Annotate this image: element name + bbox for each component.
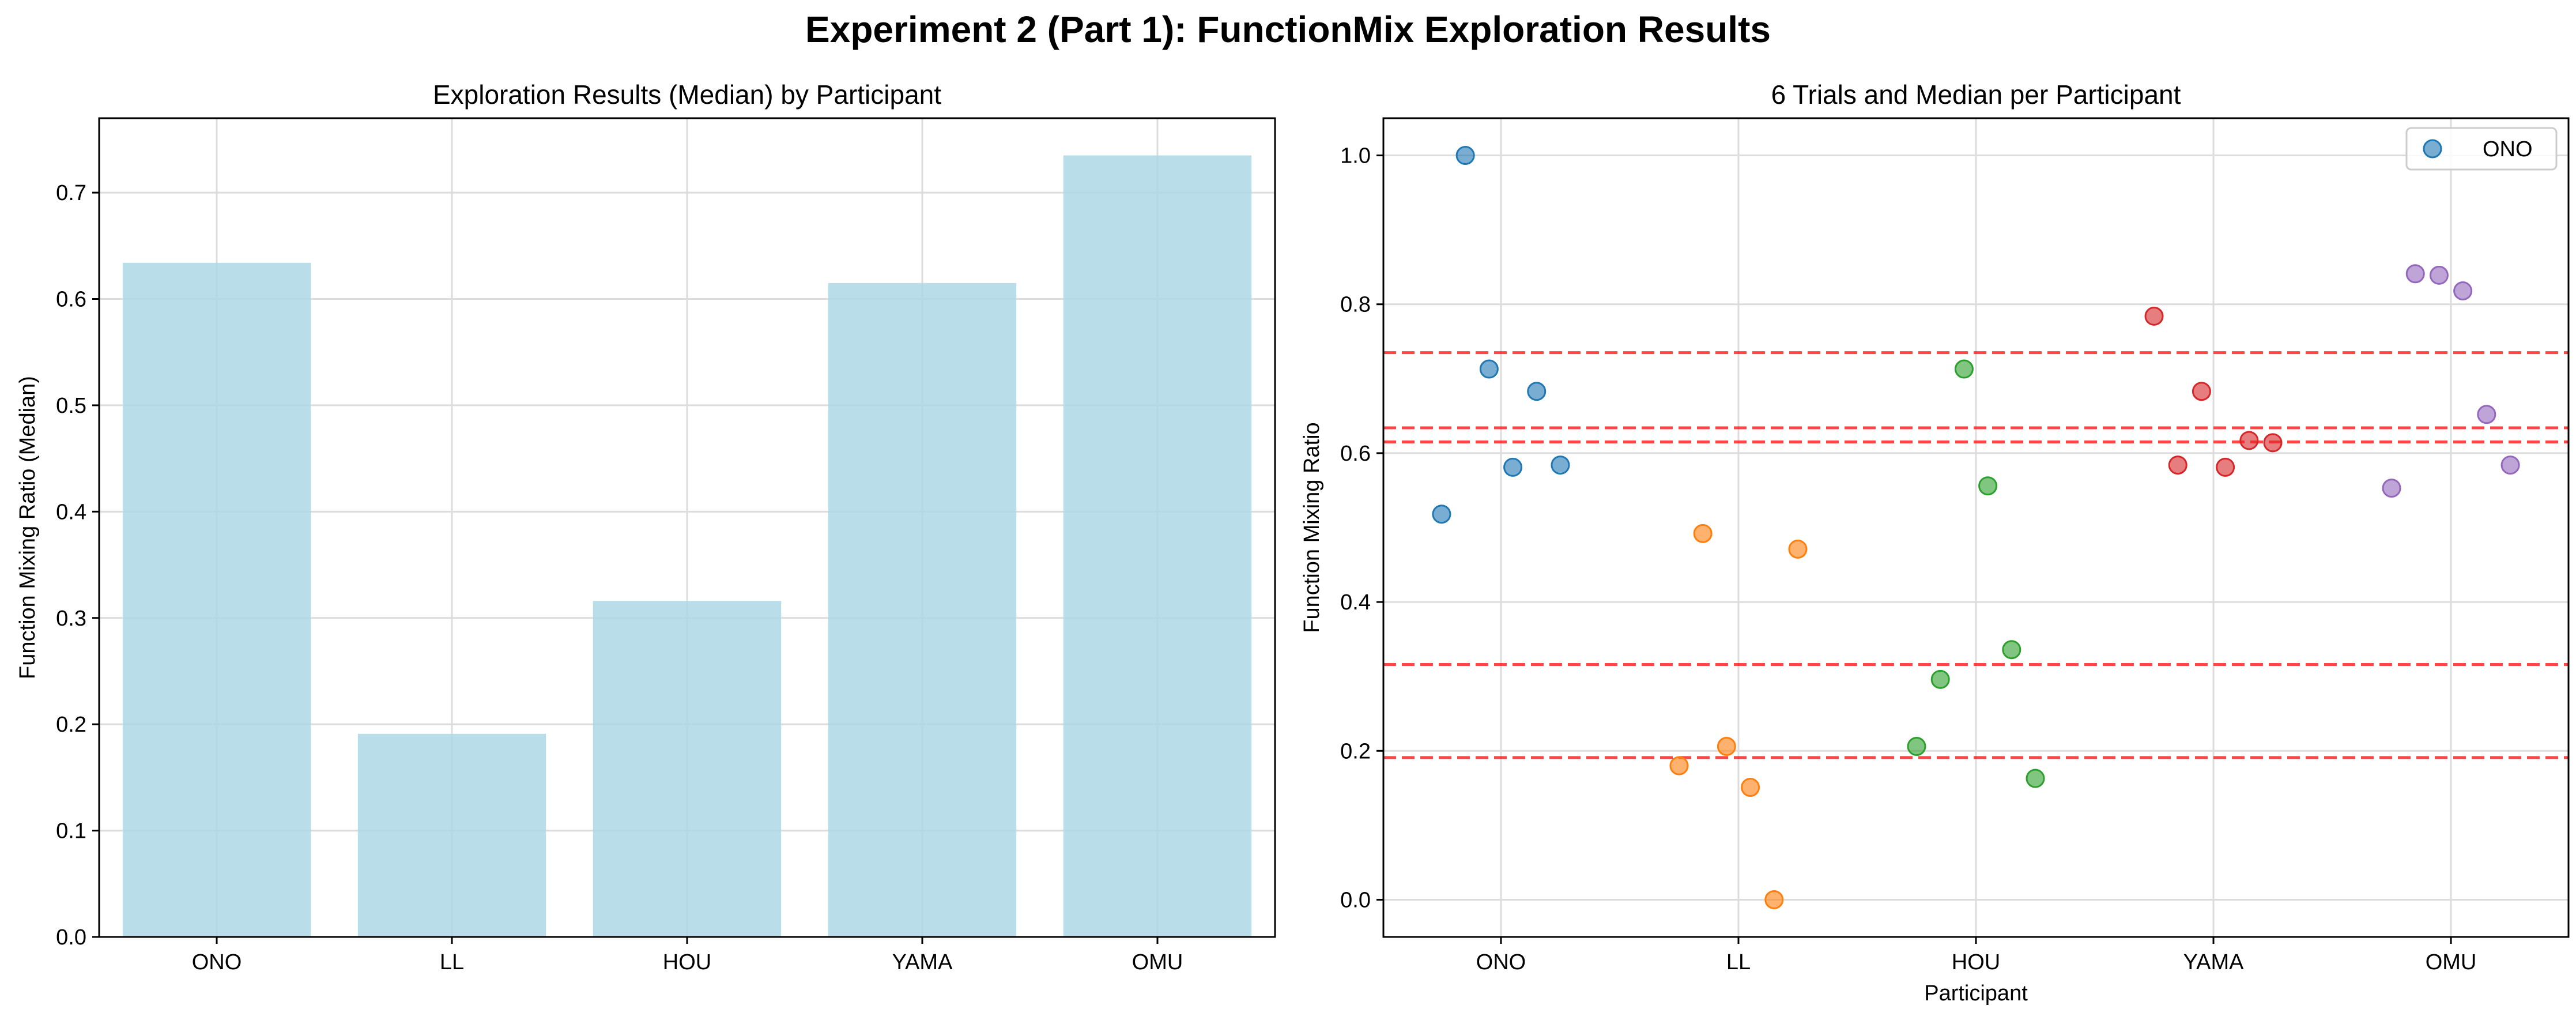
- bar-chart-frame: [98, 117, 1276, 938]
- data-point: [2168, 455, 2187, 475]
- data-point: [1788, 539, 1808, 559]
- bar: [1063, 155, 1252, 938]
- bar: [593, 601, 782, 937]
- data-point: [2405, 264, 2425, 284]
- bar: [357, 733, 546, 937]
- scatter-chart-grid: [1383, 118, 2569, 937]
- data-point: [2192, 382, 2211, 401]
- bar: [828, 283, 1017, 938]
- legend: ONO: [2405, 127, 2558, 171]
- bar-chart-ticks: 0.0 0.1 0.2 0.3 0.4 0.5 0.6 0.7 ONO LL HOU YAMA OMU: [56, 181, 1183, 974]
- data-point: [1954, 359, 1974, 379]
- scatter-chart-ticks: 0.0 0.2 0.4 0.6 0.8 1.0 ONO LL HOU YAMA OMU: [1340, 144, 2476, 974]
- x-tick-label: ONO: [192, 950, 242, 974]
- scatter-chart-panel: 6 Trials and Median per Participant Func…: [1300, 80, 2570, 1006]
- y-tick-label: 0.2: [56, 713, 86, 737]
- y-tick-label: 0.6: [1340, 442, 1371, 466]
- y-tick-label: 0.8: [1340, 293, 1371, 317]
- data-point: [1503, 457, 1523, 477]
- x-tick-label: YAMA: [2183, 950, 2245, 974]
- scatter-points: [1432, 146, 2520, 909]
- data-point: [1669, 756, 1689, 775]
- y-tick-label: 1.0: [1340, 144, 1371, 168]
- figure-title: Experiment 2 (Part 1): FunctionMix Explo…: [805, 9, 1771, 50]
- y-tick-label: 0.0: [56, 925, 86, 950]
- data-point: [2002, 640, 2021, 660]
- y-tick-label: 0.2: [1340, 739, 1371, 763]
- legend-marker: [2423, 139, 2442, 159]
- data-point: [1527, 382, 1547, 401]
- data-point: [2216, 457, 2235, 477]
- y-tick-label: 0.5: [56, 394, 86, 418]
- x-tick-label: HOU: [663, 950, 711, 974]
- data-point: [1479, 359, 1499, 379]
- data-point: [2453, 281, 2473, 300]
- x-tick-label: OMU: [1132, 950, 1183, 974]
- bar-chart-panel: Exploration Results (Median) by Particip…: [16, 80, 1276, 974]
- x-tick-label: HOU: [1952, 950, 2000, 974]
- scatter-chart-y-axis-label: Function Mixing Ratio: [1300, 422, 1324, 633]
- data-point: [2144, 306, 2164, 326]
- data-point: [1432, 505, 1451, 524]
- x-tick-label: LL: [440, 950, 464, 974]
- x-tick-label: OMU: [2426, 950, 2477, 974]
- y-tick-label: 0.7: [56, 181, 86, 205]
- data-point: [1930, 669, 1950, 689]
- median-lines: [1383, 351, 2569, 759]
- bar-chart-bars: [122, 155, 1252, 938]
- y-tick-label: 0.0: [1340, 888, 1371, 912]
- data-point: [1693, 524, 1713, 543]
- bar-chart-title: Exploration Results (Median) by Particip…: [433, 80, 941, 110]
- y-tick-label: 0.4: [1340, 590, 1371, 615]
- data-point: [1741, 778, 1760, 797]
- scatter-chart-x-axis-label: Participant: [1924, 981, 2028, 1006]
- data-point: [2477, 405, 2496, 424]
- scatter-chart-title: 6 Trials and Median per Participant: [1771, 80, 2181, 110]
- legend-box: [2405, 127, 2558, 171]
- scatter-chart-frame: [1382, 117, 2570, 938]
- x-tick-label: ONO: [1476, 950, 1526, 974]
- data-point: [1551, 455, 1570, 475]
- data-point: [2429, 265, 2449, 285]
- x-tick-label: YAMA: [892, 950, 953, 974]
- y-tick-label: 0.6: [56, 288, 86, 312]
- data-point: [1907, 737, 1926, 756]
- y-tick-label: 0.4: [56, 500, 86, 524]
- y-tick-label: 0.3: [56, 607, 86, 631]
- data-point: [2239, 431, 2259, 450]
- bar: [122, 262, 311, 938]
- data-point: [1455, 146, 1475, 165]
- x-tick-label: LL: [1726, 950, 1751, 974]
- data-point: [1717, 737, 1736, 756]
- data-point: [2263, 433, 2283, 453]
- legend-label: ONO: [2483, 137, 2533, 161]
- data-point: [2500, 455, 2520, 475]
- data-point: [1764, 890, 1784, 909]
- bar-chart-y-axis-label: Function Mixing Ratio (Median): [16, 376, 40, 679]
- y-tick-label: 0.1: [56, 819, 86, 844]
- data-point: [2382, 479, 2401, 498]
- data-point: [1978, 476, 1998, 496]
- data-point: [2026, 769, 2045, 788]
